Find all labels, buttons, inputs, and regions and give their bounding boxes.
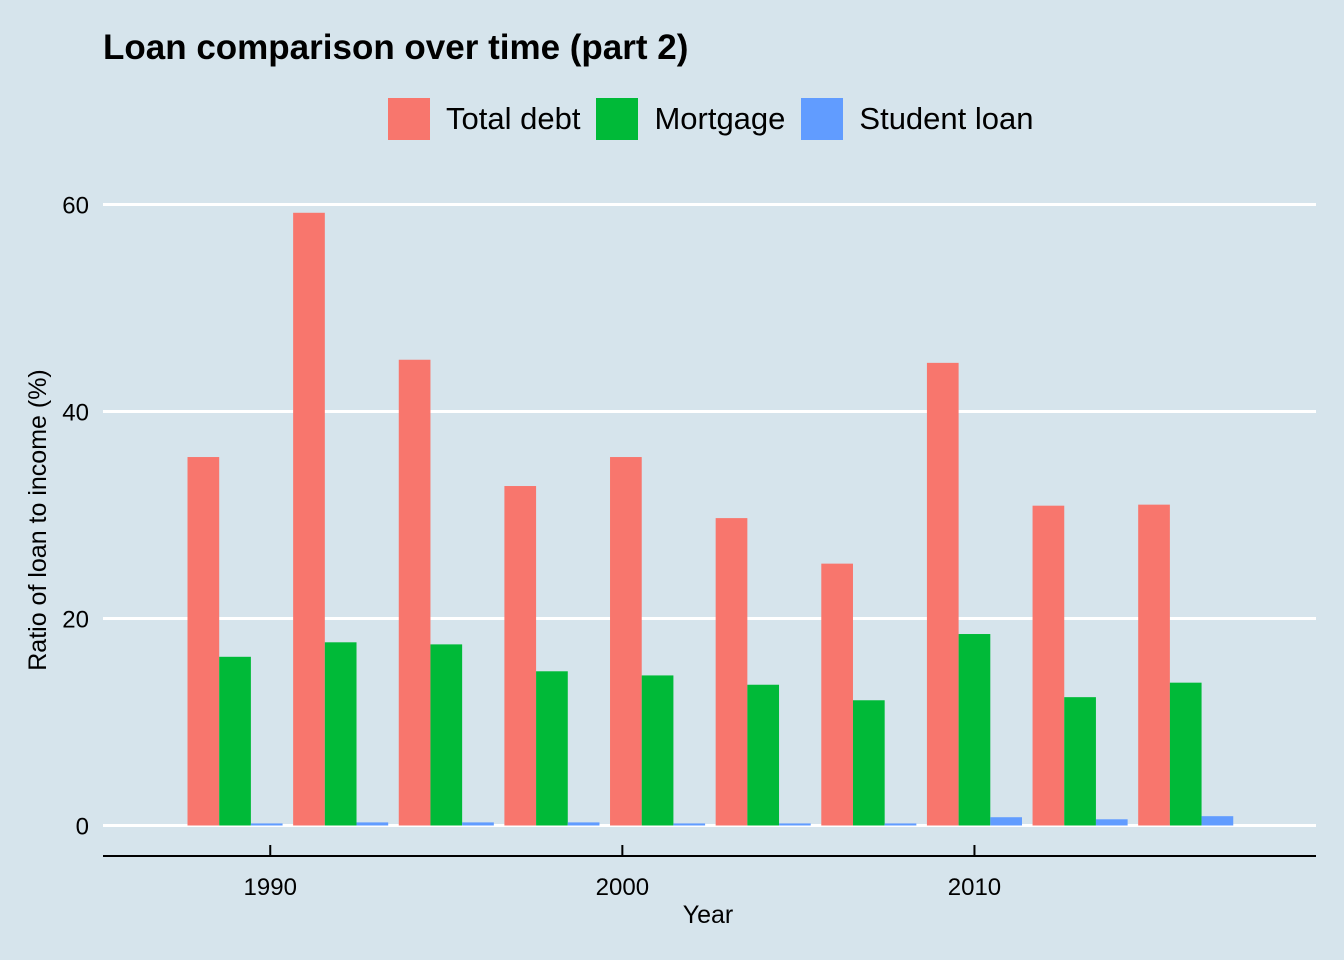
bar-student-loan-2013 xyxy=(1095,819,1128,826)
bar-mortgage-2010 xyxy=(958,634,991,826)
legend-swatch-mortgage xyxy=(596,98,639,140)
bar-total-debt-2010 xyxy=(926,362,959,826)
legend-item-total-debt: Total debt xyxy=(388,98,580,140)
bar-total-debt-1992 xyxy=(293,212,325,826)
bar-mortgage-2001 xyxy=(641,675,674,826)
bar-mortgage-2016 xyxy=(1169,682,1202,826)
legend-swatch-total-debt xyxy=(388,98,430,140)
bar-mortgage-2004 xyxy=(747,684,780,826)
bar-mortgage-2007 xyxy=(852,700,885,826)
bar-student-loan-2001 xyxy=(673,823,706,826)
bar-student-loan-2010 xyxy=(990,817,1022,826)
legend-label-student-loan: Student loan xyxy=(859,101,1034,136)
bar-student-loan-1989 xyxy=(250,823,283,826)
bar-student-loan-2004 xyxy=(779,823,811,826)
bar-total-debt-1995 xyxy=(398,359,431,826)
bar-student-loan-1992 xyxy=(356,822,389,826)
legend-label-total-debt: Total debt xyxy=(446,101,581,136)
bar-mortgage-2013 xyxy=(1064,697,1096,826)
bar-student-loan-1998 xyxy=(567,822,600,826)
bar-student-loan-1995 xyxy=(462,822,494,826)
legend-item-student-loan: Student loan xyxy=(801,98,1034,140)
bar-total-debt-2007 xyxy=(821,563,853,826)
axis-layer: 0 20 40 60 1990 2000 2010 xyxy=(62,193,1316,901)
bar-total-debt-2004 xyxy=(715,518,748,826)
x-axis-title: Year xyxy=(683,901,734,929)
bar-total-debt-2016 xyxy=(1138,504,1170,826)
bar-student-loan-2007 xyxy=(884,823,917,826)
bar-total-debt-2013 xyxy=(1032,505,1065,826)
chart-title: Loan comparison over time (part 2) xyxy=(103,28,689,67)
bar-total-debt-1998 xyxy=(504,486,537,826)
bar-total-debt-1989 xyxy=(187,457,220,826)
bar-student-loan-2016 xyxy=(1201,816,1234,826)
bar-layer xyxy=(187,212,1234,826)
x-tick-label-2010: 2010 xyxy=(948,874,1001,901)
y-tick-label-0: 0 xyxy=(76,814,89,841)
y-tick-label-20: 20 xyxy=(62,607,89,634)
x-tick-label-1990: 1990 xyxy=(244,874,297,901)
bar-mortgage-1989 xyxy=(219,656,251,826)
x-tick-label-2000: 2000 xyxy=(596,874,649,901)
legend: Total debt Mortgage Student loan xyxy=(388,97,1050,141)
y-tick-label-40: 40 xyxy=(62,400,89,427)
legend-item-mortgage: Mortgage xyxy=(596,98,785,140)
y-axis-title: Ratio of loan to income (%) xyxy=(24,369,52,671)
bar-total-debt-2001 xyxy=(610,457,642,826)
y-tick-label-60: 60 xyxy=(62,193,89,220)
legend-swatch-student-loan xyxy=(801,98,844,140)
bar-mortgage-1992 xyxy=(324,642,357,826)
legend-label-mortgage: Mortgage xyxy=(654,101,786,136)
grid-layer xyxy=(103,203,1316,827)
bar-mortgage-1995 xyxy=(430,644,463,826)
bar-mortgage-1998 xyxy=(536,671,568,826)
